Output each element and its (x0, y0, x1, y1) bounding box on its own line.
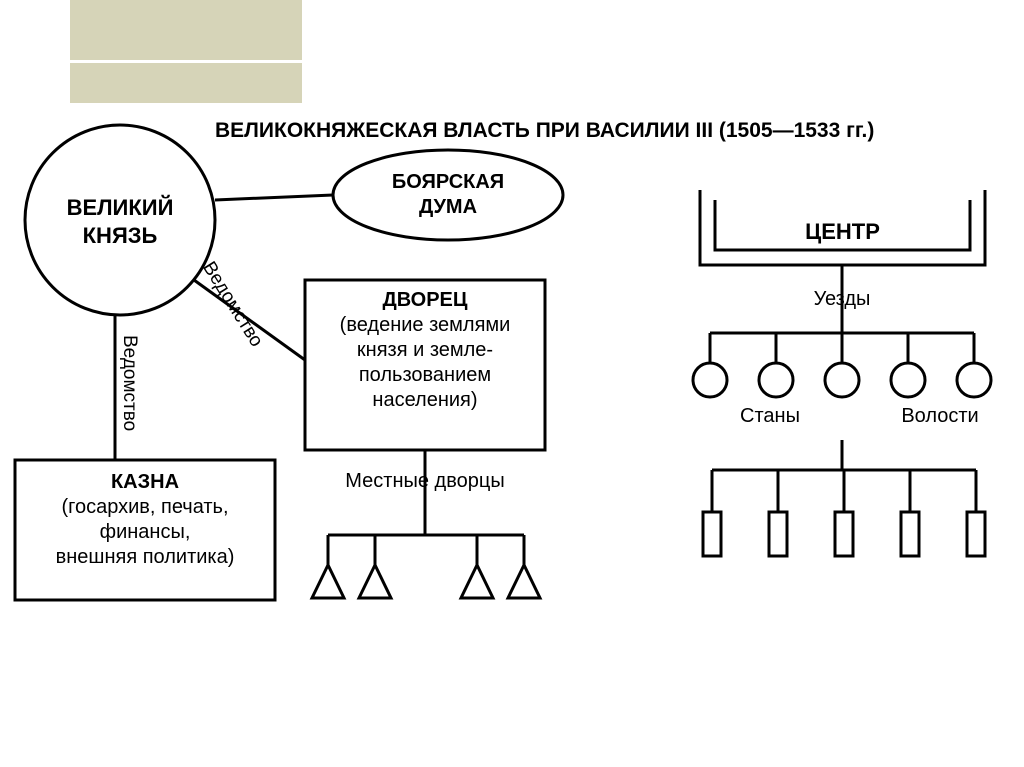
label-vedomstvo-1: Ведомство (118, 335, 140, 431)
node-dvorets-desc1: (ведение землями (305, 313, 545, 338)
label-stany: Станы (710, 405, 830, 428)
node-kazna-desc2: финансы, (15, 520, 275, 545)
label-mestnye: Местные дворцы (310, 470, 540, 493)
label-uezdy: Уезды (792, 288, 892, 311)
node-kazna-title: КАЗНА (15, 470, 275, 495)
node-kazna-desc1: (госархив, печать, (15, 495, 275, 520)
node-center: ЦЕНТР (700, 218, 985, 246)
node-prince-line2: КНЯЗЬ (40, 222, 200, 250)
node-dvorets-title: ДВОРЕЦ (305, 288, 545, 313)
node-prince-line1: ВЕЛИКИЙ (40, 194, 200, 222)
diagram-canvas: ВЕЛИКОКНЯЖЕСКАЯ ВЛАСТЬ ПРИ ВАСИЛИИ III (… (0, 0, 1024, 767)
node-duma-line2: ДУМА (350, 195, 546, 220)
node-prince: ВЕЛИКИЙ КНЯЗЬ (40, 194, 200, 249)
node-kazna: КАЗНА (госархив, печать, финансы, внешня… (15, 470, 275, 570)
node-duma-line1: БОЯРСКАЯ (350, 170, 546, 195)
label-volosti: Волости (870, 405, 1010, 428)
node-dvorets-desc3: пользованием (305, 363, 545, 388)
node-dvorets: ДВОРЕЦ (ведение землями князя и земле- п… (305, 288, 545, 413)
node-dvorets-desc2: князя и земле- (305, 338, 545, 363)
node-kazna-desc3: внешняя политика) (15, 545, 275, 570)
node-dvorets-desc4: населения) (305, 388, 545, 413)
node-duma: БОЯРСКАЯ ДУМА (350, 170, 546, 220)
